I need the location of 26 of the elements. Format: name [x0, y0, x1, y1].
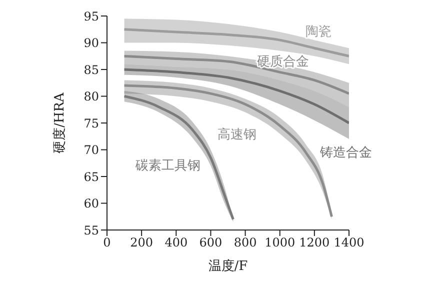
series-label: 碳素工具钢 — [134, 158, 200, 174]
y-tick-label: 90 — [84, 36, 99, 50]
y-tick-label: 75 — [84, 116, 99, 130]
y-tick-label: 95 — [84, 9, 99, 24]
line-series — [123, 54, 349, 95]
y-tick-label: 60 — [84, 196, 99, 211]
x-axis-title: 温度/F — [208, 258, 248, 274]
y-tick-label: 80 — [84, 90, 99, 104]
x-tick-label: 1400 — [334, 236, 364, 250]
x-tick-label: 1000 — [264, 236, 296, 250]
series-label: 硬质合金 — [256, 54, 309, 70]
y-tick-label: 85 — [84, 62, 99, 77]
x-tick-label: 800 — [234, 236, 257, 250]
series-label: 陶瓷 — [305, 24, 332, 40]
text: 铸造合金 — [319, 145, 372, 160]
x-tick-label: 400 — [164, 236, 188, 250]
x-tick-label: 1200 — [299, 236, 330, 250]
y-tick-label: 55 — [84, 223, 99, 238]
x-tick-label: 600 — [199, 236, 222, 250]
x-tick-label: 0 — [103, 236, 111, 250]
y-tick-label: 70 — [84, 143, 99, 158]
x-tick-label: 200 — [130, 236, 154, 250]
line-series — [123, 68, 349, 124]
y-tick-label: 65 — [84, 170, 99, 184]
series-label: 高速钢 — [217, 126, 256, 143]
y-axis-title: 硬度/HRA — [52, 92, 68, 154]
